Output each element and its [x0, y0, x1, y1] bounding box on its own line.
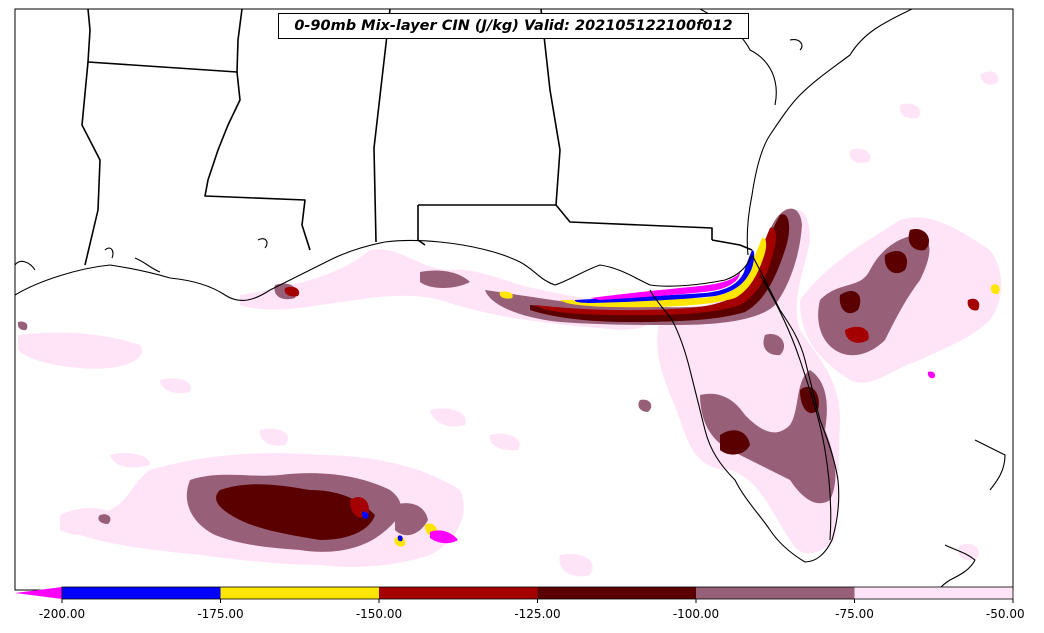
- cin-dark-maroon-areas: [216, 214, 930, 540]
- colorbar-bins: [62, 587, 1013, 599]
- colorbar-tick-label: -200.00: [38, 607, 86, 621]
- colorbar-bin-5: [854, 587, 1013, 599]
- cin-contour-fill: [15, 9, 1006, 590]
- colorbar-tick-label: -125.00: [514, 607, 561, 621]
- colorbar-bin-2: [379, 587, 538, 599]
- colorbar-bin-4: [696, 587, 855, 599]
- florida-outline-inner: [759, 274, 832, 541]
- colorbar-ticks: [61, 599, 1014, 603]
- coastlines: [15, 9, 1006, 590]
- colorbar-bin-3: [537, 587, 696, 599]
- colorbar-tick-label: -50.00: [985, 607, 1025, 621]
- state-boundaries: [81, 9, 753, 266]
- colorbar-tick-label: -150.00: [355, 607, 403, 621]
- colorbar-tick-label: -100.00: [672, 607, 720, 621]
- map-title: 0-90mb Mix-layer CIN (J/kg) Valid: 20210…: [278, 13, 749, 39]
- cin-blue-areas: [361, 250, 755, 542]
- colorbar-bin-0: [62, 587, 221, 599]
- cin-magenta-areas: [430, 272, 936, 544]
- colorbar-tick-label: -175.00: [197, 607, 244, 621]
- colorbar-tick-label: -75.00: [835, 607, 874, 621]
- colorbar-extend-arrow: [15, 587, 62, 599]
- colorbar: [15, 586, 1014, 603]
- colorbar-bin-1: [220, 587, 379, 599]
